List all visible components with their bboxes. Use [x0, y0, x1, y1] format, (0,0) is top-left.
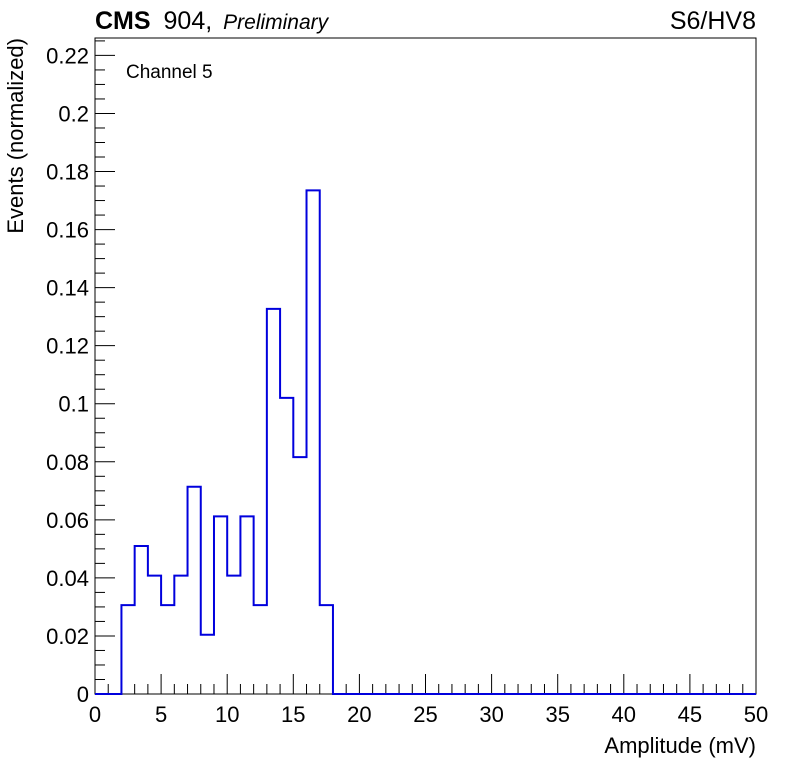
x-tick-label: 5 [155, 702, 167, 727]
y-tick-label: 0.2 [58, 101, 89, 126]
svg-text:CMS 904, Prelimina: CMS 904, Preliminary [95, 7, 330, 35]
x-tick-label: 20 [347, 702, 371, 727]
x-tick-label: 15 [281, 702, 305, 727]
y-tick-label: 0.22 [46, 43, 89, 68]
chart-header: CMS 904, Preliminary S6/HV8 [95, 7, 756, 35]
x-tick-label: 25 [413, 702, 437, 727]
x-axis-title: Amplitude (mV) [604, 733, 756, 758]
x-tick-label: 40 [612, 702, 636, 727]
x-axis: 0 5 10 15 20 25 30 35 40 45 50 [89, 674, 768, 727]
y-tick-label: 0.08 [46, 450, 89, 475]
y-tick-label: 0 [77, 682, 89, 707]
y-tick-label: 0.12 [46, 334, 89, 359]
y-axis: 0 0.02 0.04 0.06 0.08 0.1 0.12 0.14 0.16 0.18 0.2 0… [46, 43, 115, 707]
y-tick-label: 0.16 [46, 218, 89, 243]
plot-frame [94, 37, 757, 695]
y-tick-label: 0.14 [46, 276, 89, 301]
location-label: 904, [164, 7, 213, 35]
y-tick-label: 0.04 [46, 566, 89, 591]
x-tick-label: 35 [545, 702, 569, 727]
experiment-label: CMS [95, 7, 151, 35]
x-tick-label: 30 [479, 702, 503, 727]
y-tick-label: 0.06 [46, 508, 89, 533]
y-tick-label: 0.1 [58, 392, 89, 417]
x-tick-label: 50 [744, 702, 768, 727]
y-tick-label: 0.18 [46, 160, 89, 185]
channel-annotation: Channel 5 [126, 62, 213, 83]
y-tick-label: 0.02 [46, 624, 89, 649]
x-tick-label: 0 [89, 702, 101, 727]
x-tick-label: 45 [678, 702, 702, 727]
y-axis-title: Events (normalized) [3, 38, 28, 234]
run-label: S6/HV8 [670, 7, 756, 35]
minor-ticks [95, 40, 744, 694]
status-label: Preliminary [223, 11, 330, 34]
x-tick-label: 10 [215, 702, 239, 727]
histogram-series [95, 189, 756, 695]
